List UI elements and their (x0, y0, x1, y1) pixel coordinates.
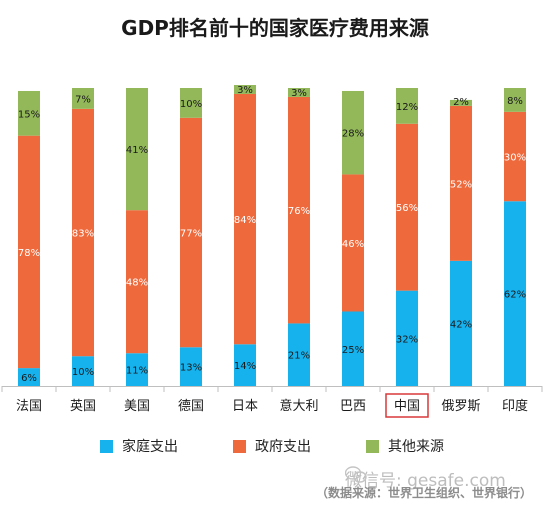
data-label-6-0: 25% (342, 345, 364, 356)
watermark-text: 微信号: gesafe.com (345, 471, 506, 491)
data-label-6-2: 28% (342, 129, 364, 140)
bar-segment-3-1 (180, 117, 202, 348)
highlight-box (385, 393, 429, 418)
x-tick-label-4: 日本 (232, 399, 258, 414)
data-label-5-0: 21% (288, 351, 310, 362)
watermark: 微信号: gesafe.com (345, 466, 506, 491)
data-label-1-0: 10% (72, 367, 94, 378)
data-label-3-0: 13% (180, 363, 202, 374)
data-label-2-2: 41% (126, 145, 148, 156)
bar-segment-0-2 (18, 90, 40, 136)
bar-segment-8-0 (450, 260, 472, 386)
legend-item-other: 其他来源 (366, 436, 444, 456)
chart-legend: 家庭支出 政府支出 其他来源 (0, 436, 550, 456)
data-label-0-0: 6% (21, 373, 37, 384)
x-tick-label-3: 德国 (178, 399, 204, 414)
data-label-4-2: 3% (237, 85, 253, 96)
x-tick-label-9: 印度 (502, 398, 528, 414)
data-label-8-2: 2% (453, 97, 469, 108)
bar-segment-2-2 (126, 88, 148, 211)
wechat-icon (345, 466, 367, 483)
data-label-8-0: 42% (450, 319, 472, 330)
legend-label-government: 政府支出 (255, 439, 311, 455)
x-tick-label-0: 法国 (16, 399, 42, 414)
data-label-4-0: 14% (234, 361, 256, 372)
bar-segment-7-1 (396, 123, 418, 291)
bar-segment-2-1 (126, 210, 148, 354)
bar-segment-0-0 (18, 368, 40, 386)
bar-segment-9-1 (504, 111, 526, 202)
bar-segment-9-0 (504, 201, 526, 386)
x-tick-label-7: 中国 (394, 399, 420, 414)
source-note: （数据来源：世界卫生组织、世界银行） (315, 486, 532, 500)
bar-segment-1-0 (72, 356, 94, 386)
data-label-5-1: 76% (288, 206, 310, 217)
bar-segment-0-1 (18, 135, 40, 369)
data-label-7-2: 12% (396, 102, 418, 113)
x-tick-label-1: 英国 (70, 399, 96, 414)
legend-swatch-government (233, 439, 246, 453)
x-tick-label-6: 巴西 (340, 399, 366, 414)
data-label-1-2: 7% (75, 94, 91, 105)
data-label-3-1: 77% (180, 229, 202, 240)
bar-segment-4-1 (234, 93, 256, 345)
chart-title: GDP排名前十的国家医疗费用来源 (121, 16, 429, 40)
bar-segment-1-2 (72, 88, 94, 109)
data-label-9-1: 30% (504, 153, 526, 164)
bar-segment-6-1 (342, 174, 364, 312)
data-label-7-1: 56% (396, 203, 418, 214)
data-label-7-0: 32% (396, 334, 418, 345)
bar-segment-6-2 (342, 90, 364, 175)
data-label-2-0: 11% (126, 366, 148, 377)
bar-segment-4-2 (234, 85, 256, 94)
data-label-9-2: 8% (507, 96, 523, 107)
data-label-0-1: 78% (18, 248, 40, 259)
bar-segment-3-2 (180, 88, 202, 118)
legend-swatch-other (366, 439, 379, 453)
bar-segment-7-2 (396, 88, 418, 124)
bar-segment-3-0 (180, 347, 202, 386)
bar-segment-5-0 (288, 323, 310, 386)
bar-segment-8-1 (450, 105, 472, 261)
bar-segment-5-2 (288, 88, 310, 97)
bar-segment-7-0 (396, 290, 418, 386)
data-label-6-1: 46% (342, 239, 364, 250)
data-label-1-1: 83% (72, 229, 94, 240)
legend-label-other: 其他来源 (388, 439, 444, 455)
bar-segment-2-0 (126, 353, 148, 386)
bar-segment-6-0 (342, 311, 364, 386)
data-label-8-1: 52% (450, 179, 472, 190)
data-label-9-0: 62% (504, 290, 526, 301)
legend-swatch-family (100, 439, 113, 453)
legend-label-family: 家庭支出 (122, 439, 178, 455)
bar-segment-4-0 (234, 344, 256, 386)
bar-segment-8-2 (450, 99, 472, 106)
data-label-4-1: 84% (234, 215, 256, 226)
legend-item-government: 政府支出 (233, 436, 311, 456)
data-label-3-2: 10% (180, 99, 202, 110)
data-label-2-1: 48% (126, 278, 148, 289)
stacked-bar-chart: 6% 78% 15% 法国 10% 83% 7% 英国 11% 48% 41% 美国 13% 77% 10%… (1, 85, 543, 418)
legend-item-family: 家庭支出 (100, 436, 178, 456)
bar-segment-1-1 (72, 108, 94, 357)
bar-segment-9-2 (504, 88, 526, 112)
x-tick-label-5: 意大利 (279, 398, 318, 414)
x-tick-label-2: 美国 (124, 399, 150, 414)
data-label-0-2: 15% (18, 109, 40, 120)
data-label-5-2: 3% (291, 88, 307, 99)
x-tick-label-8: 俄罗斯 (441, 399, 480, 414)
bar-segment-5-1 (288, 96, 310, 324)
